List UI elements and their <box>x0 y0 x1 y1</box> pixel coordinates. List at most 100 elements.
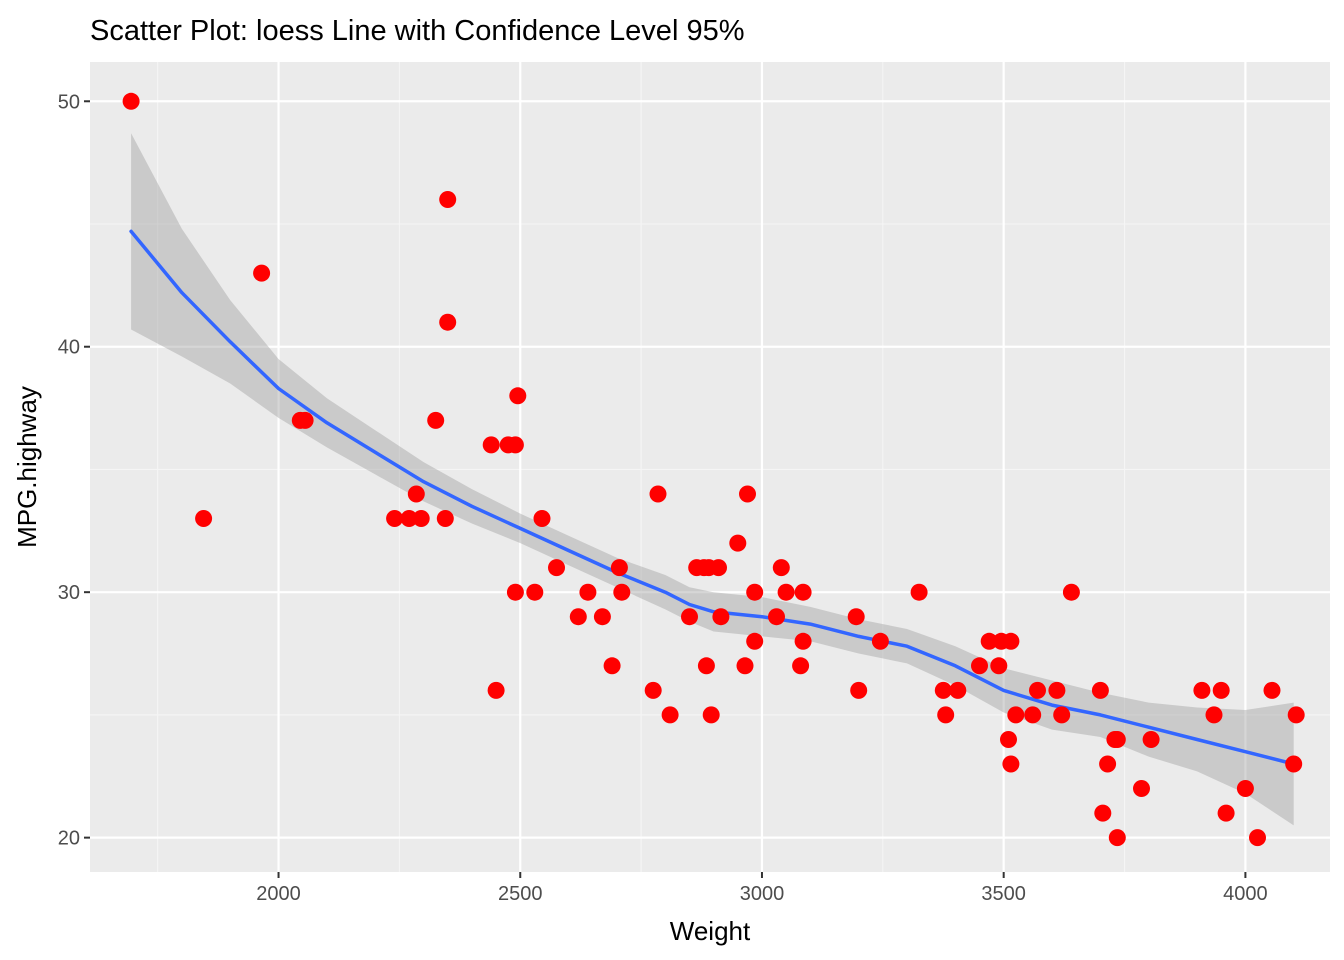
data-point <box>593 608 611 626</box>
data-point <box>439 313 457 331</box>
data-point <box>548 559 565 577</box>
x-axis-title: Weight <box>670 916 751 946</box>
data-point <box>1236 780 1254 797</box>
data-point <box>702 706 720 724</box>
data-point <box>400 510 418 527</box>
data-point <box>386 510 404 527</box>
grid-lines <box>90 62 1330 872</box>
data-point <box>847 608 865 626</box>
data-point <box>1000 731 1017 748</box>
data-point <box>746 632 764 650</box>
loess-line-layer <box>129 229 1296 766</box>
data-point <box>710 559 727 577</box>
data-point <box>768 608 785 626</box>
data-point <box>1029 681 1046 699</box>
x-tick-label: 3500 <box>981 883 1026 905</box>
data-point <box>296 411 314 429</box>
data-point <box>610 559 628 577</box>
data-point <box>990 657 1008 675</box>
data-point <box>697 657 715 675</box>
data-point <box>681 608 698 626</box>
data-point <box>1205 706 1223 724</box>
data-point <box>1053 706 1071 724</box>
data-point <box>1002 632 1020 650</box>
data-point <box>1212 681 1230 699</box>
data-point <box>1094 804 1112 822</box>
data-point <box>1108 731 1126 748</box>
data-point <box>195 510 213 527</box>
data-point <box>506 436 524 454</box>
data-point <box>1007 706 1025 724</box>
y-tick-label: 30 <box>58 582 80 604</box>
data-point <box>777 583 795 601</box>
data-point <box>439 191 457 208</box>
data-point <box>934 681 952 699</box>
data-point <box>1142 731 1160 748</box>
data-point <box>122 92 140 110</box>
x-tick-label: 3000 <box>740 883 785 905</box>
data-point <box>1133 780 1150 797</box>
data-point <box>1249 829 1266 847</box>
data-point <box>412 510 430 527</box>
data-point <box>509 387 527 405</box>
x-tick-label: 2000 <box>256 883 301 905</box>
y-tick-label: 40 <box>58 337 80 359</box>
data-point <box>792 657 810 675</box>
data-point <box>739 485 756 503</box>
data-point <box>253 264 271 282</box>
y-tick-label: 50 <box>58 91 80 113</box>
data-point <box>649 485 667 503</box>
data-point <box>850 681 868 699</box>
data-point <box>980 632 998 650</box>
data-point <box>661 706 679 724</box>
confidence-ribbon-layer <box>131 133 1294 826</box>
data-point <box>603 657 621 675</box>
data-point <box>427 411 445 429</box>
data-point <box>937 706 955 724</box>
data-point <box>772 559 790 577</box>
x-axis-ticks: 2000 2500 3000 3500 4000 <box>256 872 1268 905</box>
data-point <box>1193 681 1211 699</box>
data-point <box>613 583 631 601</box>
data-point <box>487 681 505 699</box>
data-point <box>1091 681 1109 699</box>
points-layer <box>122 92 1305 847</box>
y-axis-title: MPG.highway <box>12 386 42 548</box>
data-point <box>1002 755 1020 773</box>
data-point <box>712 608 730 626</box>
data-point <box>794 632 812 650</box>
data-point <box>533 510 551 527</box>
data-point <box>1287 706 1305 724</box>
y-tick-label: 20 <box>58 828 80 850</box>
data-point <box>569 608 587 626</box>
data-point <box>1108 829 1126 847</box>
data-point <box>871 632 889 650</box>
data-point <box>1217 804 1235 822</box>
y-axis-ticks: 20 30 40 50 <box>58 91 90 850</box>
data-point <box>971 657 988 675</box>
x-tick-label: 4000 <box>1223 883 1268 905</box>
data-point <box>949 681 967 699</box>
data-point <box>1099 755 1117 773</box>
confidence-ribbon <box>131 133 1294 826</box>
data-point <box>526 583 544 601</box>
loess-line <box>129 229 1296 766</box>
data-point <box>407 485 425 503</box>
data-point <box>910 583 928 601</box>
data-point <box>579 583 597 601</box>
data-point <box>1263 681 1281 699</box>
data-point <box>1024 706 1042 724</box>
data-point <box>436 510 454 527</box>
data-point <box>1062 583 1080 601</box>
data-point <box>644 681 662 699</box>
data-point <box>506 583 524 601</box>
data-point <box>1285 755 1303 773</box>
data-point <box>746 583 764 601</box>
chart-title: Scatter Plot: loess Line with Confidence… <box>90 15 744 47</box>
data-point <box>794 583 812 601</box>
data-point <box>1048 681 1066 699</box>
x-tick-label: 2500 <box>498 883 543 905</box>
data-point <box>736 657 754 675</box>
